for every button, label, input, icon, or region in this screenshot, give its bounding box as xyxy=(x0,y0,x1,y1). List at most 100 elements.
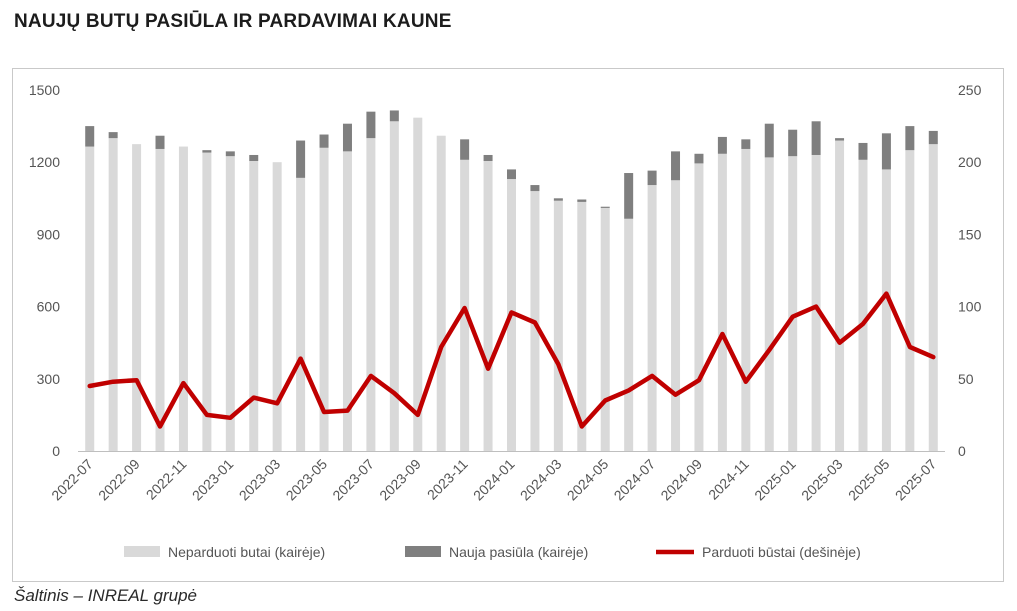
bar-new-supply xyxy=(249,154,259,161)
bar-unsold xyxy=(413,117,423,451)
bar-new-supply xyxy=(928,130,938,145)
sold-line-point xyxy=(88,384,91,388)
sold-line-point xyxy=(791,315,794,318)
bar-unsold xyxy=(624,218,634,451)
sold-line-point xyxy=(908,345,912,349)
bar-unsold xyxy=(647,185,657,451)
sold-line-point xyxy=(111,380,115,383)
sold-line-point xyxy=(721,332,724,336)
bar-new-supply xyxy=(483,154,493,161)
legend-swatch-unsold xyxy=(124,546,160,557)
bar-unsold xyxy=(741,148,751,452)
bar-new-supply xyxy=(507,169,516,180)
sold-line-point xyxy=(463,306,466,310)
x-axis-tick-label: 2023-11 xyxy=(424,456,471,503)
sold-line-point xyxy=(650,374,654,378)
sold-line-point xyxy=(932,355,935,359)
bar-unsold xyxy=(577,201,587,451)
bar-unsold xyxy=(460,159,470,451)
sold-line-point xyxy=(416,413,419,417)
bar-unsold xyxy=(366,138,376,451)
x-axis-tick-label: 2024-03 xyxy=(517,456,565,504)
bar-unsold xyxy=(272,162,282,451)
sold-line-point xyxy=(768,348,771,352)
bar-unsold xyxy=(553,200,563,451)
bar-new-supply xyxy=(858,142,868,160)
bar-unsold xyxy=(155,148,165,452)
right-axis-tick-label: 200 xyxy=(958,154,982,170)
bar-unsold xyxy=(389,121,399,451)
bar-unsold xyxy=(483,160,493,451)
bar-unsold xyxy=(858,159,868,451)
bar-new-supply xyxy=(881,133,891,170)
bar-unsold xyxy=(717,153,727,451)
bar-new-supply xyxy=(319,134,329,148)
bar-new-supply xyxy=(389,110,399,122)
left-axis-tick-label: 300 xyxy=(37,371,61,387)
x-axis-tick-labels: 2022-07 2022-09 2022-11 2023-01 2023-03 2023-… xyxy=(48,456,939,504)
bar-unsold xyxy=(811,154,821,452)
sold-line-point xyxy=(557,363,560,366)
right-axis-tick-label: 250 xyxy=(958,82,982,98)
bar-unsold xyxy=(249,160,259,451)
sold-line-point xyxy=(205,413,209,417)
x-axis-tick-label: 2023-09 xyxy=(376,456,424,504)
legend-label-new-supply: Nauja pasiūla (kairėje) xyxy=(449,544,588,560)
bar-new-supply xyxy=(600,206,610,208)
bar-unsold xyxy=(764,157,774,452)
bar-unsold xyxy=(132,144,142,451)
bar-unsold xyxy=(835,140,845,452)
sold-line-point xyxy=(838,341,841,344)
x-axis-tick-label: 2024-07 xyxy=(611,456,659,504)
bar-new-supply xyxy=(202,150,212,153)
sold-line xyxy=(87,291,936,429)
bar-new-supply xyxy=(530,185,540,192)
left-axis-tick-label: 0 xyxy=(52,443,60,459)
bars xyxy=(85,110,938,452)
sold-line-point xyxy=(580,425,583,428)
sold-line-point xyxy=(440,345,443,349)
bar-new-supply xyxy=(155,135,165,149)
legend-label-sold: Parduoti būstai (dešinėje) xyxy=(702,544,861,560)
right-axis-tick-label: 150 xyxy=(958,226,982,242)
sold-line-point xyxy=(229,416,232,419)
bar-new-supply xyxy=(108,132,118,139)
bar-new-supply xyxy=(764,123,774,158)
left-axis-tick-label: 600 xyxy=(37,299,61,315)
bar-new-supply xyxy=(671,151,681,181)
x-axis-tick-label: 2023-01 xyxy=(189,456,237,504)
source-note: Šaltinis – INREAL grupė xyxy=(14,586,198,605)
sold-line-point xyxy=(275,402,279,405)
bar-new-supply xyxy=(296,140,306,178)
bar-unsold xyxy=(85,146,95,451)
bar-unsold xyxy=(108,138,118,451)
x-axis-tick-label: 2023-03 xyxy=(236,456,284,504)
sold-line-point xyxy=(604,399,607,402)
bar-new-supply xyxy=(694,153,704,164)
sold-line-point xyxy=(885,292,888,295)
bar-new-supply xyxy=(811,121,821,155)
bar-new-supply xyxy=(788,129,798,157)
x-axis-tick-label: 2025-05 xyxy=(845,456,893,504)
page-title: NAUJŲ BUTŲ PASIŪLA IR PARDAVIMAI KAUNE xyxy=(14,11,452,32)
sold-line-point xyxy=(252,396,255,399)
sold-line-point xyxy=(814,305,818,308)
sold-line-point xyxy=(627,389,630,392)
bar-new-supply xyxy=(624,173,634,219)
x-axis-tick-label: 2022-11 xyxy=(143,456,190,503)
bar-new-supply xyxy=(366,111,376,139)
x-axis-tick-label: 2022-07 xyxy=(48,456,96,504)
left-axis-tick-label: 900 xyxy=(37,226,61,242)
bar-unsold xyxy=(202,152,212,451)
sold-line-point xyxy=(393,392,396,395)
sold-line-point xyxy=(861,322,865,326)
legend-label-unsold: Neparduoti butai (kairėje) xyxy=(168,544,325,560)
sold-line-point xyxy=(369,374,373,378)
sold-line-point xyxy=(135,379,138,382)
bar-unsold xyxy=(225,156,235,451)
bar-new-supply xyxy=(460,139,470,160)
bar-unsold xyxy=(905,150,915,451)
sold-line-point xyxy=(510,311,513,314)
bar-unsold xyxy=(296,177,306,452)
